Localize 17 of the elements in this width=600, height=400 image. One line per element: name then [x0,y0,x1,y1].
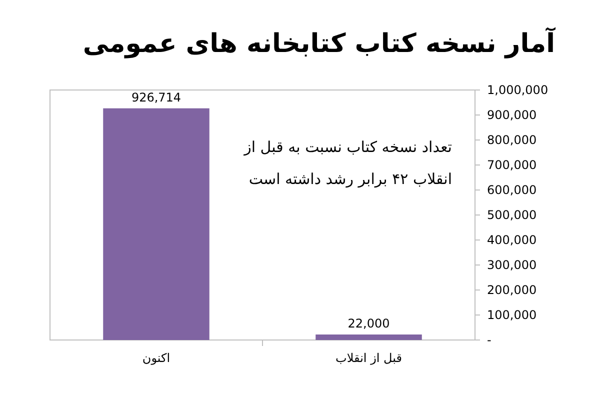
y-tick-label: 500,000 [487,208,537,222]
chart-title: آمار نسخه کتاب کتابخانه های عمومی [82,27,556,59]
y-tick-label: 700,000 [487,158,537,172]
annotation: تعداد نسخه کتاب نسبت به قبل از انقلاب ۴۲ برابر رشد داشته است [243,138,452,188]
y-tick-label: 300,000 [487,258,537,272]
x-tick-label: قبل از انقلاب [336,351,402,365]
y-tick-label: 1,000,000 [487,83,548,97]
y-tick-label: 100,000 [487,308,537,322]
y-tick-label: 600,000 [487,183,537,197]
x-tick-label: اکنون [142,351,170,365]
y-tick-label: 200,000 [487,283,537,297]
y-tick-label: - [487,333,492,347]
data-label: 926,714 [131,90,182,104]
data-label: 22,000 [348,316,390,330]
y-tick-label: 400,000 [487,233,537,247]
y-tick-label: 800,000 [487,133,537,147]
y-tick-label: 900,000 [487,108,537,122]
